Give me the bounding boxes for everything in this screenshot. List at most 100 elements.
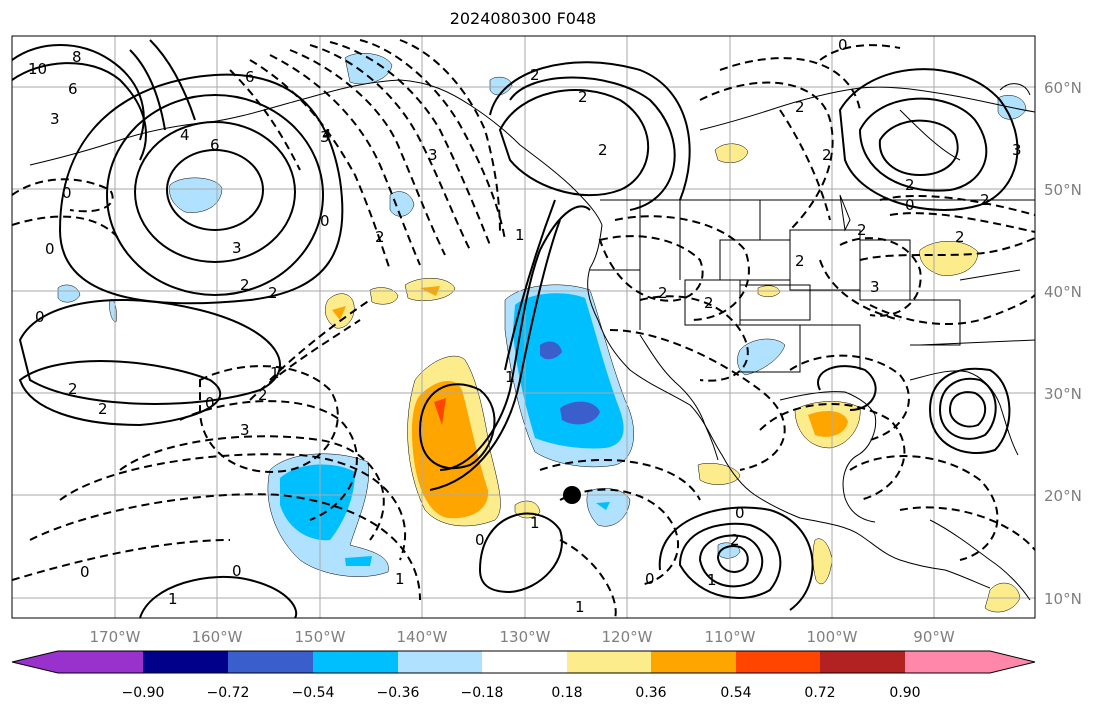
contour-label: 2 — [240, 276, 250, 294]
contour-label: 0 — [35, 308, 45, 326]
contour-label: 0 — [205, 394, 215, 412]
contour-label: 8 — [72, 48, 82, 66]
colorbar-segment — [820, 651, 905, 673]
colorbar-segment — [58, 651, 143, 673]
contour-label: 2 — [955, 228, 965, 246]
lon-label: 130°W — [500, 628, 551, 646]
contour-label: 4 — [322, 126, 332, 144]
contour-label: 2 — [795, 98, 805, 116]
contour-label: 3 — [870, 278, 880, 296]
contour-label: 3 — [320, 128, 330, 146]
map-frame — [11, 35, 1036, 619]
contour-label: 2 — [98, 400, 108, 418]
contour-label: 1 — [395, 570, 405, 588]
latitude-labels: 60°N 50°N 40°N 30°N 20°N 10°N — [1044, 79, 1082, 608]
map-title: 2024080300 F048 — [449, 9, 597, 28]
lon-label: 140°W — [397, 628, 448, 646]
contour-label: 2 — [530, 66, 540, 84]
colorbar-tick-label: 0.18 — [551, 685, 582, 701]
colorbar-tick-label: −0.90 — [122, 685, 165, 701]
contour-label: 0 — [232, 562, 242, 580]
contour-label: 0 — [45, 240, 55, 258]
contour-label: 0 — [320, 212, 330, 230]
contour-label: 2 — [578, 88, 588, 106]
contour-label: 2 — [822, 146, 832, 164]
colorbar-extend-low — [12, 651, 58, 673]
contour-label: 2 — [68, 380, 78, 398]
colorbar-segment — [651, 651, 736, 673]
lon-label: 90°W — [913, 628, 955, 646]
contour-label: 6 — [210, 136, 220, 154]
contour-label: 2 — [258, 386, 268, 404]
contour-label: 2 — [268, 284, 278, 302]
colorbar-extend-high — [990, 651, 1035, 673]
contour-label: 10 — [28, 60, 47, 78]
colorbar-tick-label: 0.90 — [889, 685, 920, 701]
colorbar-tick-label: 0.72 — [804, 685, 835, 701]
contour-label: 2 — [730, 531, 740, 549]
colorbar-segment — [398, 651, 482, 673]
contour-label: 3 — [232, 239, 242, 257]
contour-label: 1 — [168, 590, 178, 608]
colorbar-segment — [567, 651, 651, 673]
contour-label: 2 — [704, 294, 714, 312]
positive-contours — [12, 39, 1019, 618]
colorbar-tick-label: 0.36 — [635, 685, 666, 701]
contour-label: 0 — [735, 504, 745, 522]
contour-label: 3 — [1012, 141, 1022, 159]
contour-label: 6 — [68, 80, 78, 98]
colorbar: −0.90 −0.72 −0.54 −0.36 −0.18 0.18 0.36 … — [11, 650, 1036, 701]
lon-label: 150°W — [295, 628, 346, 646]
colorbar-segment — [228, 651, 313, 673]
contour-labels: 10 8 6 3 4 6 6 0 0 3 2 2 3 0 0 2 4 2 3 2… — [28, 36, 1022, 616]
contour-label: 1 — [505, 368, 515, 386]
lat-label: 40°N — [1044, 283, 1082, 301]
contour-label: 3 — [50, 110, 60, 128]
contour-label: 1 — [707, 571, 717, 589]
contour-label: 0 — [62, 184, 72, 202]
positive-anomaly-core — [412, 380, 489, 519]
lat-label: 10°N — [1044, 590, 1082, 608]
contour-label: 1 — [530, 514, 540, 532]
lat-label: 60°N — [1044, 79, 1082, 97]
contour-label: 2 — [795, 252, 805, 270]
lon-label: 160°W — [192, 628, 243, 646]
contour-label: 2 — [658, 284, 668, 302]
contour-label: 0 — [645, 570, 655, 588]
contour-label: 3 — [240, 421, 250, 439]
contour-label: 0 — [80, 563, 90, 581]
lon-label: 110°W — [705, 628, 756, 646]
contour-label: 2 — [980, 191, 990, 209]
lon-label: 120°W — [602, 628, 653, 646]
colorbar-tick-label: 0.54 — [720, 685, 751, 701]
colorbar-segment — [143, 651, 228, 673]
colorbar-tick-label: −0.36 — [377, 685, 420, 701]
contour-label: 2 — [598, 141, 608, 159]
contour-label: 3 — [428, 146, 438, 164]
storm-position-marker — [563, 486, 581, 504]
lon-label: 170°W — [90, 628, 141, 646]
negative-contours — [12, 39, 1035, 618]
contour-label: 0 — [475, 531, 485, 549]
colorbar-segment — [905, 651, 990, 673]
colorbar-segment — [482, 651, 567, 673]
colorbar-segment — [736, 651, 820, 673]
colorbar-tick-label: −0.18 — [461, 685, 504, 701]
contour-label: 2 — [905, 176, 915, 194]
shaded-anomalies — [57, 53, 1027, 613]
strong-positive-anomaly — [434, 398, 446, 425]
contour-label: 4 — [180, 126, 190, 144]
contour-label: 0 — [838, 36, 848, 54]
strong-negative-anomaly — [560, 401, 600, 425]
colorbar-tick-label: −0.54 — [292, 685, 335, 701]
contour-label: 2 — [857, 221, 867, 239]
contour-label: 0 — [905, 196, 915, 214]
colorbar-ticks: −0.90 −0.72 −0.54 −0.36 −0.18 0.18 0.36 … — [122, 685, 921, 701]
contour-label: 1 — [575, 598, 585, 616]
colorbar-tick-label: −0.72 — [207, 685, 250, 701]
lat-label: 50°N — [1044, 181, 1082, 199]
contour-label: 1 — [515, 226, 525, 244]
contour-label: 1 — [270, 364, 280, 382]
colorbar-segment — [313, 651, 398, 673]
